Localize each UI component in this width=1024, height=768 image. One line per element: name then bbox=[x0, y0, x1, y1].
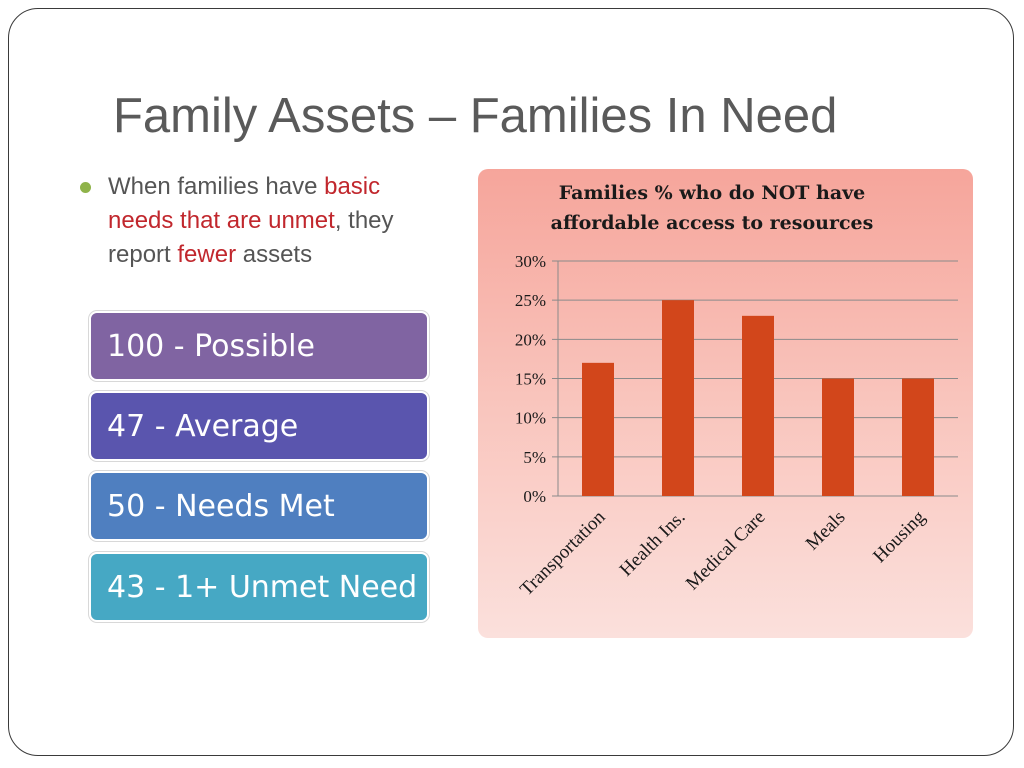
x-tick-label-meals: Meals bbox=[802, 507, 850, 555]
chart-bars bbox=[582, 300, 934, 496]
bullet-text: When families have basic needs that are … bbox=[108, 170, 440, 272]
y-tick-label-30: 30% bbox=[515, 252, 546, 271]
bar-chart: Families % who do NOT have affordable ac… bbox=[515, 182, 958, 600]
y-tick-label-20: 20% bbox=[515, 330, 546, 349]
chart-panel: Families % who do NOT have affordable ac… bbox=[478, 169, 973, 638]
chart-title-line1: Families % who do NOT have bbox=[559, 182, 866, 204]
chart-title-line2: affordable access to resources bbox=[551, 212, 874, 234]
bullet-highlight-unmet: basic needs that are unmet bbox=[108, 173, 381, 234]
bar-transportation bbox=[582, 362, 614, 496]
bar-meals bbox=[822, 378, 854, 496]
bullet-list: When families have basic needs that are … bbox=[80, 170, 440, 272]
stat-box-needs-met: 50 - Needs Met bbox=[89, 471, 429, 541]
bullet-highlight-fewer: fewer bbox=[177, 241, 237, 268]
slide-title: Family Assets – Families In Need bbox=[113, 89, 838, 143]
bar-health-ins bbox=[662, 300, 694, 496]
x-tick-label-medical-care: Medical Care bbox=[682, 507, 770, 595]
bar-housing bbox=[902, 378, 934, 496]
stat-box-possible: 100 - Possible bbox=[89, 311, 429, 381]
bar-medical-care bbox=[742, 315, 774, 496]
stat-box-unmet-need: 43 - 1+ Unmet Need bbox=[89, 552, 429, 622]
y-tick-label-10: 10% bbox=[515, 409, 546, 428]
y-tick-label-0: 0% bbox=[523, 487, 546, 506]
stat-box-average: 47 - Average bbox=[89, 391, 429, 461]
x-tick-label-housing: Housing bbox=[869, 506, 930, 567]
y-tick-label-15: 15% bbox=[515, 370, 546, 389]
y-tick-label-5: 5% bbox=[523, 448, 546, 467]
x-tick-label-transportation: Transportation bbox=[516, 506, 610, 600]
chart-y-axis: 0% 5% 10% 15% 20% 25% 30% bbox=[515, 252, 546, 506]
y-tick-label-25: 25% bbox=[515, 291, 546, 310]
bullet-text-part3: , they report bbox=[108, 207, 394, 268]
chart-x-axis: Transportation Health Ins.Medical Care Mea… bbox=[516, 506, 930, 600]
bullet-text-part5: assets bbox=[236, 241, 313, 268]
x-tick-label-health-ins: Health Ins. bbox=[616, 507, 690, 581]
chart-gridlines bbox=[552, 260, 958, 497]
bullet-dot-icon bbox=[80, 182, 91, 193]
bullet-text-part1: When families have bbox=[108, 173, 325, 200]
